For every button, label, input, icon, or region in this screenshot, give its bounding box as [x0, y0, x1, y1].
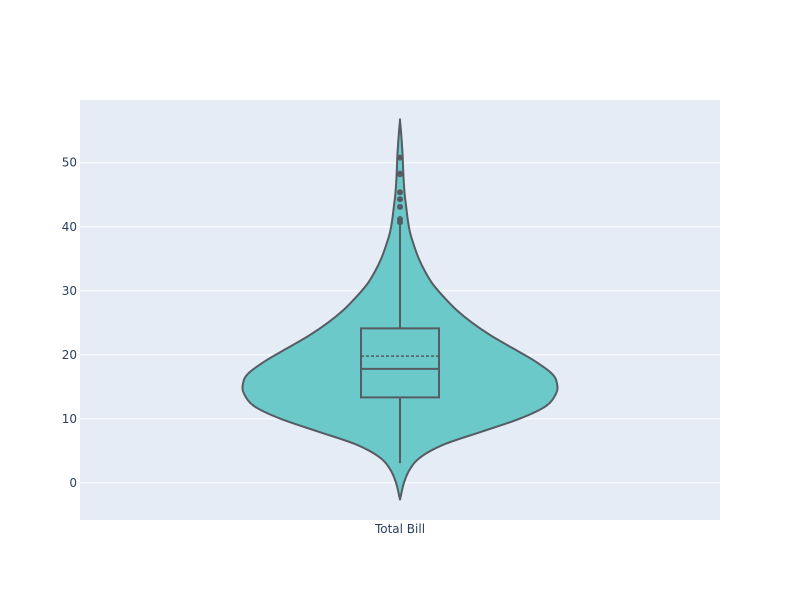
y-tick-label: 20 — [62, 348, 77, 362]
y-tick-label: 10 — [62, 412, 77, 426]
outlier-point — [397, 170, 403, 177]
y-tick-label: 40 — [62, 220, 77, 234]
y-tick-label: 50 — [62, 156, 77, 170]
y-tick-label: 0 — [69, 476, 77, 490]
outlier-point — [397, 216, 403, 223]
box-layer — [360, 223, 440, 464]
x-tick-label: Total Bill — [374, 522, 425, 536]
outlier-layer — [397, 154, 403, 226]
y-tick-label: 30 — [62, 284, 77, 298]
outlier-point — [397, 189, 403, 196]
y-axis: 0 10 20 30 40 50 — [62, 156, 77, 490]
outlier-point — [397, 203, 403, 210]
x-axis: Total Bill — [374, 522, 425, 536]
box-iqr — [360, 327, 440, 399]
outlier-point — [397, 154, 403, 161]
outlier-point — [397, 196, 403, 203]
